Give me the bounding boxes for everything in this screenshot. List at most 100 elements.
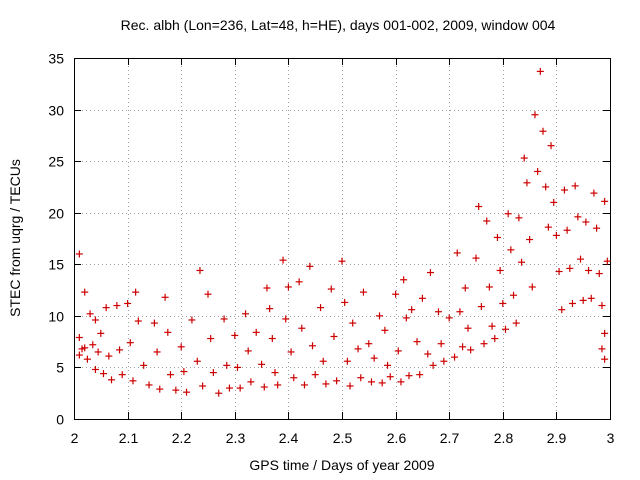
data-point-134 (512, 319, 520, 327)
data-point-76 (327, 285, 335, 293)
data-point-119 (472, 254, 480, 262)
data-point-160 (582, 218, 590, 226)
data-point-164 (593, 224, 601, 232)
data-point-20 (124, 299, 132, 307)
data-point-124 (485, 283, 493, 291)
data-point-13 (99, 370, 107, 378)
data-point-64 (284, 283, 292, 291)
x-tick-label-7: 2.7 (440, 430, 460, 446)
x-tick-label-3: 2.3 (226, 430, 246, 446)
x-tick-label-5: 2.5 (333, 430, 353, 446)
data-point-0 (75, 250, 83, 258)
data-point-71 (309, 342, 317, 350)
data-point-56 (260, 383, 268, 391)
data-point-42 (207, 335, 215, 343)
data-point-112 (451, 353, 459, 361)
data-point-98 (400, 276, 408, 284)
data-point-53 (247, 378, 255, 386)
data-point-35 (180, 368, 188, 376)
data-point-63 (282, 315, 290, 323)
data-point-19 (118, 371, 126, 379)
data-point-14 (102, 304, 110, 312)
data-point-107 (429, 361, 437, 369)
data-point-92 (381, 326, 389, 334)
y-tick-label-7: 35 (48, 51, 64, 67)
data-point-70 (306, 262, 314, 270)
data-point-120 (475, 203, 483, 211)
data-point-33 (172, 386, 180, 394)
data-point-103 (416, 371, 424, 379)
y-tick-label-1: 5 (56, 360, 64, 376)
data-point-137 (520, 154, 528, 162)
data-point-116 (461, 284, 469, 292)
chart-title: Rec. albh (Lon=236, Lat=48, h=HE), days … (121, 17, 556, 33)
data-point-166 (598, 302, 606, 310)
data-point-58 (266, 305, 274, 313)
data-point-95 (392, 290, 400, 298)
data-point-139 (526, 236, 534, 244)
data-point-155 (568, 299, 576, 307)
data-point-44 (215, 389, 223, 397)
data-point-22 (129, 377, 137, 385)
data-point-8 (89, 341, 97, 349)
data-point-129 (499, 299, 507, 307)
x-tick-label-0: 2 (71, 430, 79, 446)
data-point-74 (319, 357, 327, 365)
data-point-122 (480, 340, 488, 348)
data-point-37 (188, 316, 196, 324)
data-point-78 (333, 377, 341, 385)
data-point-80 (341, 298, 349, 306)
data-point-91 (378, 379, 386, 387)
data-point-159 (579, 296, 587, 304)
data-point-171 (601, 355, 609, 363)
data-point-145 (542, 183, 550, 191)
x-tick-label-8: 2.8 (494, 430, 514, 446)
data-point-21 (126, 339, 134, 347)
data-point-28 (153, 348, 161, 356)
y-tick-label-0: 0 (56, 412, 64, 428)
data-point-121 (477, 303, 485, 311)
data-point-88 (367, 378, 375, 386)
data-point-141 (531, 111, 539, 119)
data-point-130 (501, 325, 509, 333)
data-point-86 (359, 288, 367, 296)
x-tick-label-10: 3 (607, 430, 615, 446)
x-tick-label-4: 2.4 (279, 430, 299, 446)
data-point-147 (547, 142, 555, 150)
data-point-167 (601, 197, 609, 205)
data-point-105 (424, 350, 432, 358)
data-point-48 (231, 331, 239, 339)
data-point-7 (86, 310, 94, 318)
x-axis-label: GPS time / Days of year 2009 (249, 457, 434, 473)
data-point-60 (271, 369, 279, 377)
data-point-136 (518, 258, 526, 266)
data-point-144 (539, 127, 547, 135)
data-point-34 (177, 343, 185, 351)
data-point-54 (252, 328, 260, 336)
data-point-148 (550, 198, 558, 206)
data-point-146 (544, 223, 552, 231)
data-point-52 (244, 347, 252, 355)
data-point-68 (298, 324, 306, 332)
data-point-31 (164, 328, 172, 336)
data-point-161 (585, 266, 593, 274)
data-point-45 (220, 315, 228, 323)
data-point-38 (193, 357, 201, 365)
x-tick-label-2: 2.2 (172, 430, 192, 446)
y-tick-label-4: 20 (48, 206, 64, 222)
data-point-15 (105, 352, 113, 360)
data-point-24 (134, 317, 142, 325)
data-point-41 (204, 290, 212, 298)
data-point-65 (287, 348, 295, 356)
data-point-168 (603, 257, 611, 265)
ticks-layer: 2 2.1 2.2 2.3 2.4 2.5 2.6 2.7 2.8 2.9 305101520253… (48, 51, 614, 447)
data-point-108 (434, 308, 442, 316)
data-point-59 (268, 335, 276, 343)
data-point-149 (552, 231, 560, 239)
data-point-99 (402, 314, 410, 322)
data-point-61 (274, 381, 282, 389)
data-point-83 (349, 319, 357, 327)
data-point-25 (140, 361, 148, 369)
x-tick-label-6: 2.6 (387, 430, 407, 446)
